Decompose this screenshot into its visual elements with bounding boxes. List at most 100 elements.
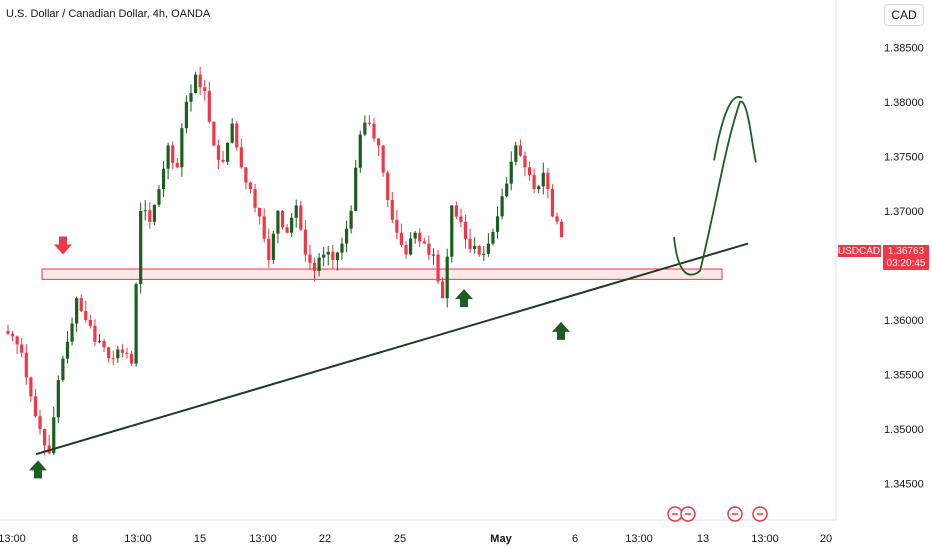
trendline[interactable] — [35, 242, 749, 456]
candle-body — [102, 341, 106, 348]
candle-body — [399, 232, 404, 246]
candle-body — [143, 210, 147, 212]
candle-body — [65, 341, 70, 359]
candle-body — [248, 182, 253, 190]
candle-body — [139, 210, 143, 285]
candle-body — [6, 330, 10, 334]
candle-body — [308, 254, 312, 263]
candle-body — [322, 254, 326, 258]
x-tick-label: 13:00 — [124, 533, 152, 545]
candle-body — [354, 167, 358, 211]
candle-body — [541, 172, 545, 187]
candle-body — [280, 210, 285, 228]
candle-body — [500, 196, 504, 217]
x-tick-label: May — [490, 533, 512, 545]
candle-body — [38, 416, 42, 430]
candle-body — [505, 183, 509, 197]
candle-body — [29, 377, 33, 397]
candle-body — [463, 221, 468, 239]
y-tick-label: 1.38000 — [884, 97, 924, 109]
candle-body — [93, 325, 97, 342]
candle-body — [166, 145, 170, 169]
arrow-up-icon — [29, 460, 47, 479]
candle-body — [331, 251, 335, 260]
event-icons[interactable] — [667, 506, 768, 522]
candle-body — [486, 243, 490, 254]
candle-body — [518, 145, 522, 156]
candle-body — [171, 145, 175, 163]
x-tick-label: 13:00 — [249, 533, 277, 545]
price-label-box — [883, 245, 929, 270]
candle-body — [523, 155, 527, 168]
candle-body — [24, 352, 28, 378]
candle-body — [152, 204, 156, 222]
candle-body — [555, 216, 559, 222]
x-tick-label: 6 — [572, 533, 578, 545]
candle-body — [390, 200, 394, 220]
price-axis[interactable]: 1.385001.380001.375001.370001.365001.360… — [884, 42, 924, 490]
candle-body — [312, 262, 317, 271]
candle-body — [207, 90, 211, 122]
candle-body — [550, 188, 555, 217]
candle-body — [70, 323, 74, 342]
candle-body — [79, 298, 83, 312]
candle-body — [436, 254, 440, 282]
candle-body — [184, 101, 189, 129]
chart-title: U.S. Dollar / Canadian Dollar, 4h, OANDA — [6, 8, 211, 20]
candle-body — [454, 205, 458, 217]
candle-body — [84, 311, 88, 320]
candle-body — [116, 349, 120, 359]
candle-body — [107, 347, 111, 359]
candle-body — [175, 162, 179, 168]
candle-body — [303, 229, 307, 255]
candle-body — [514, 145, 518, 162]
candle-body — [450, 205, 454, 257]
y-tick-label: 1.35000 — [884, 424, 924, 436]
candle-body — [198, 74, 202, 88]
time-axis[interactable]: 13:00 8 13:00 15 13:00 22 25 May 6 13:00 13 13:00 20 — [0, 533, 832, 545]
candle-body — [349, 210, 353, 229]
arrow-up-icon — [552, 321, 570, 340]
candle-body — [381, 145, 385, 173]
candle-body — [180, 128, 184, 168]
candle-body — [235, 123, 239, 148]
y-tick-label: 1.37000 — [884, 206, 924, 218]
price-label-price: 1.36763 — [888, 246, 925, 257]
candle-body — [404, 245, 408, 255]
candle-body — [335, 252, 339, 260]
x-tick-label: 15 — [194, 533, 206, 545]
y-tick-label: 1.36000 — [884, 315, 924, 327]
candle-body — [276, 210, 280, 234]
candle-body — [88, 320, 92, 326]
candle-body — [473, 245, 477, 250]
candle-body — [386, 172, 390, 200]
x-tick-label: 20 — [820, 533, 832, 545]
candle-body — [52, 417, 56, 454]
arrow-up-icon — [455, 289, 473, 308]
y-tick-label: 1.35500 — [884, 370, 924, 382]
candle-body — [15, 336, 19, 345]
candle-body — [157, 189, 161, 205]
x-tick-label: 22 — [319, 533, 331, 545]
projection-curve[interactable] — [673, 96, 757, 276]
currency-button[interactable]: CAD — [884, 4, 924, 26]
candle-body — [491, 231, 495, 244]
candle-body — [537, 186, 541, 190]
candle-body — [509, 161, 513, 184]
candle-body — [445, 256, 449, 299]
candle-body — [527, 167, 532, 175]
candle-body — [559, 221, 564, 238]
price-label-symbol-box — [838, 245, 881, 257]
candle-body — [33, 396, 38, 417]
x-tick-label: 25 — [394, 533, 406, 545]
candle-body — [203, 87, 207, 91]
candle-body — [367, 122, 372, 124]
candle-body — [61, 358, 65, 380]
candle-body — [221, 159, 225, 162]
candle-body — [495, 216, 500, 232]
candle-body — [262, 216, 266, 239]
x-tick-label: 13:00 — [0, 533, 26, 545]
resistance-zone — [41, 268, 723, 280]
candle-body — [294, 205, 298, 218]
